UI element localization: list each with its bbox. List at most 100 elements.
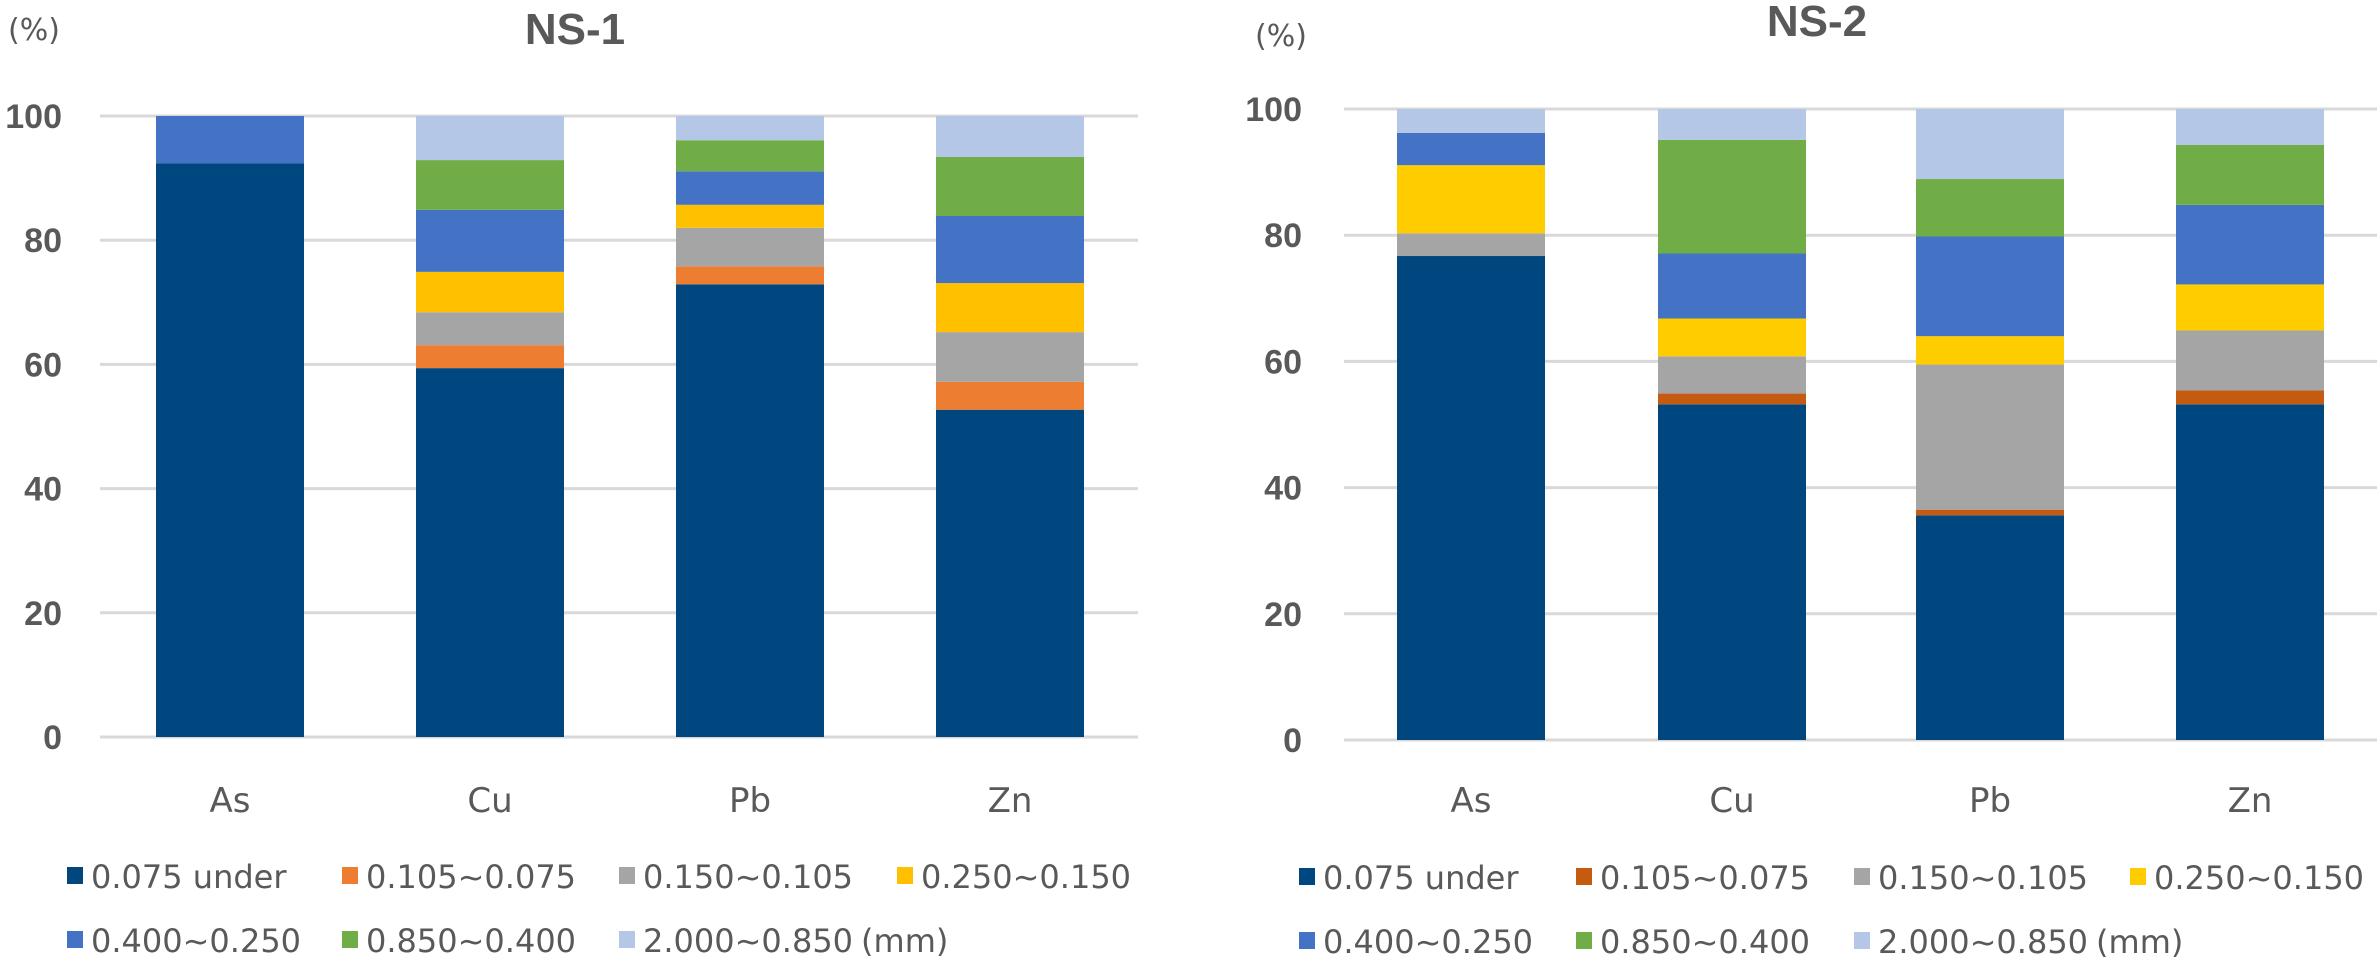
- bar-segment: [1658, 253, 1806, 319]
- legend-swatch: [1299, 932, 1315, 949]
- bar-segment: [1916, 509, 2064, 516]
- legend-label: 0.250~0.150: [2154, 859, 2364, 897]
- bar-segment: [1397, 165, 1545, 234]
- legend-swatch: [1576, 868, 1592, 885]
- legend-item: 2.000~0.850 (mm): [619, 922, 948, 960]
- bar-segment: [1916, 179, 2064, 237]
- chart-ns-1: NS-1 (%) 0 20 40 60 80 100 As Cu Pb Zn 0.075 und…: [5, 5, 1138, 960]
- x-tick-label: Pb: [1969, 781, 2011, 821]
- bar-segment: [936, 283, 1084, 333]
- bar-segment: [156, 116, 304, 164]
- chart-title: NS-1: [525, 5, 625, 54]
- x-tick-label: As: [210, 781, 251, 821]
- bar-segment: [676, 284, 824, 737]
- bar-segment: [416, 345, 564, 369]
- legend-swatch: [67, 867, 83, 884]
- bar-segment: [1916, 109, 2064, 180]
- y-tick-label: 100: [5, 98, 62, 136]
- legend-swatch: [1576, 932, 1592, 949]
- bar-segment: [2176, 284, 2324, 331]
- bar-segment: [1658, 318, 1806, 357]
- x-tick-label: Cu: [467, 781, 512, 821]
- legend-label: 0.850~0.400: [366, 922, 576, 960]
- y-tick-label: 80: [24, 222, 62, 260]
- bar-segment: [1658, 356, 1806, 394]
- y-tick-label: 40: [1264, 470, 1302, 508]
- legend-swatch: [67, 931, 83, 948]
- y-tick-label: 0: [1283, 722, 1302, 760]
- bar-segment: [2176, 109, 2324, 145]
- legend-label: 0.850~0.400: [1600, 923, 1810, 961]
- bar-segment: [2176, 204, 2324, 285]
- legend-label: 0.105~0.075: [1600, 859, 1810, 897]
- y-axis-unit-label: (%): [8, 13, 60, 48]
- bar-segment: [2176, 330, 2324, 391]
- legend-item: 0.400~0.250: [1299, 923, 1533, 961]
- x-tick-label: As: [1451, 781, 1492, 821]
- bar-segment: [936, 332, 1084, 382]
- bar-segment: [676, 204, 824, 228]
- legend-swatch: [619, 931, 635, 948]
- legend-label: 2.000~0.850 (mm): [643, 922, 948, 960]
- legend-item: 0.250~0.150: [2130, 859, 2364, 897]
- legend-label: 0.150~0.105: [643, 858, 853, 896]
- legend-unit-label: (mm): [861, 922, 948, 960]
- bar-segment: [676, 266, 824, 285]
- bar-segment: [1916, 336, 2064, 365]
- legend-swatch: [2130, 868, 2146, 885]
- legend-item: 0.150~0.105: [619, 858, 853, 896]
- bar-segment: [1397, 132, 1545, 166]
- legend-item: 0.105~0.075: [342, 858, 576, 896]
- y-tick-label: 100: [1245, 91, 1302, 129]
- bar-segment: [1916, 364, 2064, 510]
- bar-segment: [1397, 233, 1545, 257]
- legend-label: 0.400~0.250: [1323, 923, 1533, 961]
- bar-segment: [416, 271, 564, 313]
- bar-segment: [1397, 109, 1545, 133]
- y-axis-unit-label: (%): [1255, 19, 1307, 54]
- bar-segment: [676, 171, 824, 205]
- y-tick-label: 20: [24, 595, 62, 633]
- chart-ns-2: NS-2 (%) 0 20 40 60 80 100 As Cu Pb Zn 0.075 und…: [1245, 0, 2377, 961]
- y-tick-label: 20: [1264, 596, 1302, 634]
- legend-item: 0.850~0.400: [1576, 923, 1810, 961]
- legend-item: 0.075 under: [67, 858, 287, 896]
- legend-label: 0.105~0.075: [366, 858, 576, 896]
- legend-item: 0.075 under: [1299, 859, 1519, 897]
- bar-segment: [1658, 139, 1806, 254]
- legend-swatch: [897, 867, 913, 884]
- legend-item: 0.105~0.075: [1576, 859, 1810, 897]
- legend-item: 0.850~0.400: [342, 922, 576, 960]
- legend-label: 0.400~0.250: [91, 922, 301, 960]
- y-tick-label: 60: [1264, 343, 1302, 381]
- bar-segment: [2176, 404, 2324, 740]
- legend-item: 0.400~0.250: [67, 922, 301, 960]
- legend-label: 0.075 under: [91, 858, 287, 896]
- bar-segment: [156, 163, 304, 738]
- bar-segment: [936, 116, 1084, 157]
- bar-segment: [2176, 390, 2324, 405]
- y-tick-label: 0: [43, 719, 62, 757]
- legend-swatch: [1854, 932, 1870, 949]
- legend-swatch: [619, 867, 635, 884]
- legend-swatch: [1299, 868, 1315, 885]
- bar-segment: [676, 227, 824, 267]
- bar-segment: [416, 116, 564, 161]
- legend-label: 0.150~0.105: [1878, 859, 2088, 897]
- bar-segment: [416, 312, 564, 346]
- chart-title: NS-2: [1767, 0, 1867, 46]
- legend-item: 0.250~0.150: [897, 858, 1131, 896]
- bar-segment: [1916, 515, 2064, 740]
- legend-swatch: [342, 931, 358, 948]
- bar-segment: [936, 156, 1084, 216]
- x-tick-label: Pb: [729, 781, 771, 821]
- bar-segment: [1916, 236, 2064, 337]
- bar-segment: [2176, 144, 2324, 205]
- bar-segment: [1658, 109, 1806, 140]
- bar-segment: [676, 116, 824, 141]
- bar-segment: [416, 209, 564, 272]
- legend-item: 2.000~0.850 (mm): [1854, 923, 2183, 961]
- bar-segment: [676, 140, 824, 172]
- x-tick-label: Zn: [988, 781, 1033, 821]
